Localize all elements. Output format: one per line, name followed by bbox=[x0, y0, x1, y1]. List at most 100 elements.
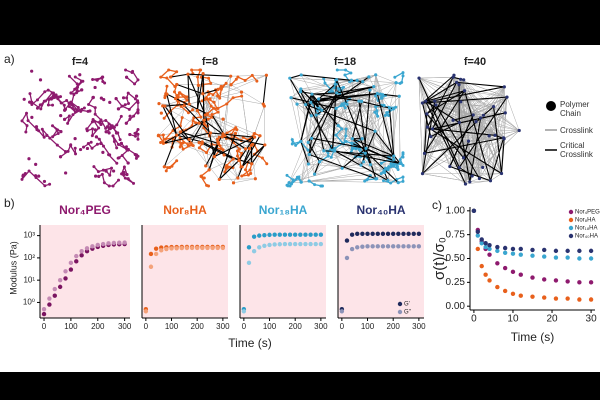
x-tick-label: 200 bbox=[91, 322, 105, 331]
chart-title: Nor₁₈HA bbox=[259, 203, 308, 217]
chain-node bbox=[67, 114, 71, 118]
chain-node bbox=[344, 134, 348, 138]
data-point bbox=[292, 241, 298, 247]
plot-background bbox=[240, 225, 326, 318]
chain-node bbox=[93, 106, 97, 110]
crosslink bbox=[469, 117, 482, 182]
legend-symbol bbox=[568, 225, 574, 231]
node bbox=[345, 102, 349, 106]
data-point bbox=[553, 296, 559, 301]
node bbox=[434, 103, 438, 107]
crosslink bbox=[315, 76, 370, 116]
chain-node bbox=[163, 137, 167, 141]
data-point bbox=[52, 293, 57, 298]
crosslink bbox=[463, 157, 491, 181]
crosslink bbox=[162, 105, 178, 136]
crosslink bbox=[307, 142, 321, 163]
chain-node bbox=[119, 114, 123, 118]
crosslink bbox=[290, 88, 301, 98]
data-point bbox=[47, 296, 52, 301]
chain-node bbox=[326, 154, 330, 158]
chain-node bbox=[90, 134, 94, 138]
chain-node bbox=[136, 154, 140, 158]
crosslink bbox=[289, 168, 343, 183]
chain-node bbox=[101, 80, 105, 84]
node bbox=[51, 94, 55, 98]
node bbox=[474, 120, 478, 124]
node bbox=[62, 117, 67, 121]
crosslink bbox=[310, 86, 374, 103]
chain-node bbox=[244, 168, 248, 172]
node bbox=[295, 102, 299, 106]
node bbox=[360, 99, 364, 104]
crosslink bbox=[452, 114, 474, 121]
node bbox=[361, 160, 366, 164]
chain-node bbox=[100, 172, 104, 176]
crosslink bbox=[300, 88, 309, 143]
node bbox=[59, 114, 63, 118]
crosslink bbox=[314, 161, 321, 175]
crosslink bbox=[425, 90, 465, 102]
data-point bbox=[577, 297, 582, 302]
data-point bbox=[530, 275, 535, 280]
node bbox=[34, 162, 38, 166]
chain-node bbox=[226, 166, 230, 170]
chain-node bbox=[365, 178, 369, 182]
panel-label: c) bbox=[432, 198, 442, 212]
node bbox=[67, 101, 71, 105]
crosslink bbox=[300, 91, 311, 103]
y-tick-label: 0.25 bbox=[446, 277, 466, 288]
data-point bbox=[380, 231, 386, 237]
x-tick-label: 300 bbox=[314, 322, 328, 331]
plot-background bbox=[40, 225, 130, 318]
node bbox=[361, 80, 365, 84]
node bbox=[111, 169, 116, 173]
chain-node bbox=[67, 105, 71, 109]
y-tick-label: 10⁰ bbox=[23, 298, 35, 307]
node bbox=[395, 165, 399, 169]
data-point bbox=[542, 247, 547, 253]
node bbox=[340, 166, 344, 170]
chain-node bbox=[66, 149, 70, 153]
chain-node bbox=[173, 85, 177, 89]
chain-node bbox=[401, 179, 405, 183]
data-point bbox=[303, 232, 308, 237]
chain-node bbox=[55, 143, 59, 147]
crosslink bbox=[488, 135, 491, 181]
data-point bbox=[401, 231, 406, 237]
data-point bbox=[542, 277, 547, 282]
node bbox=[392, 154, 396, 158]
node bbox=[457, 82, 461, 87]
data-point bbox=[349, 232, 355, 237]
node bbox=[417, 76, 421, 80]
chain-node bbox=[59, 101, 63, 105]
data-point bbox=[292, 232, 298, 237]
node bbox=[462, 78, 466, 82]
crosslink bbox=[422, 117, 481, 175]
chain-node bbox=[374, 94, 378, 98]
chain-node bbox=[225, 131, 229, 135]
data-point bbox=[577, 280, 582, 285]
node bbox=[429, 134, 433, 139]
chain-node bbox=[51, 124, 55, 128]
chain-node bbox=[132, 114, 136, 118]
chain-node bbox=[343, 106, 347, 110]
crosslink bbox=[300, 161, 320, 183]
data-point bbox=[174, 246, 179, 251]
crosslink bbox=[490, 173, 502, 181]
node bbox=[459, 77, 463, 81]
chain-node bbox=[181, 147, 185, 151]
node bbox=[359, 163, 363, 167]
crosslink bbox=[463, 79, 494, 107]
data-point bbox=[313, 232, 318, 237]
crosslink bbox=[449, 165, 491, 182]
chain-node bbox=[234, 77, 238, 81]
data-point bbox=[117, 240, 122, 245]
chain-node bbox=[75, 89, 79, 93]
node bbox=[243, 147, 248, 151]
chain-node bbox=[185, 95, 189, 99]
node bbox=[221, 148, 225, 152]
chain-node bbox=[91, 78, 95, 82]
node bbox=[91, 95, 95, 99]
crosslink bbox=[430, 136, 466, 185]
